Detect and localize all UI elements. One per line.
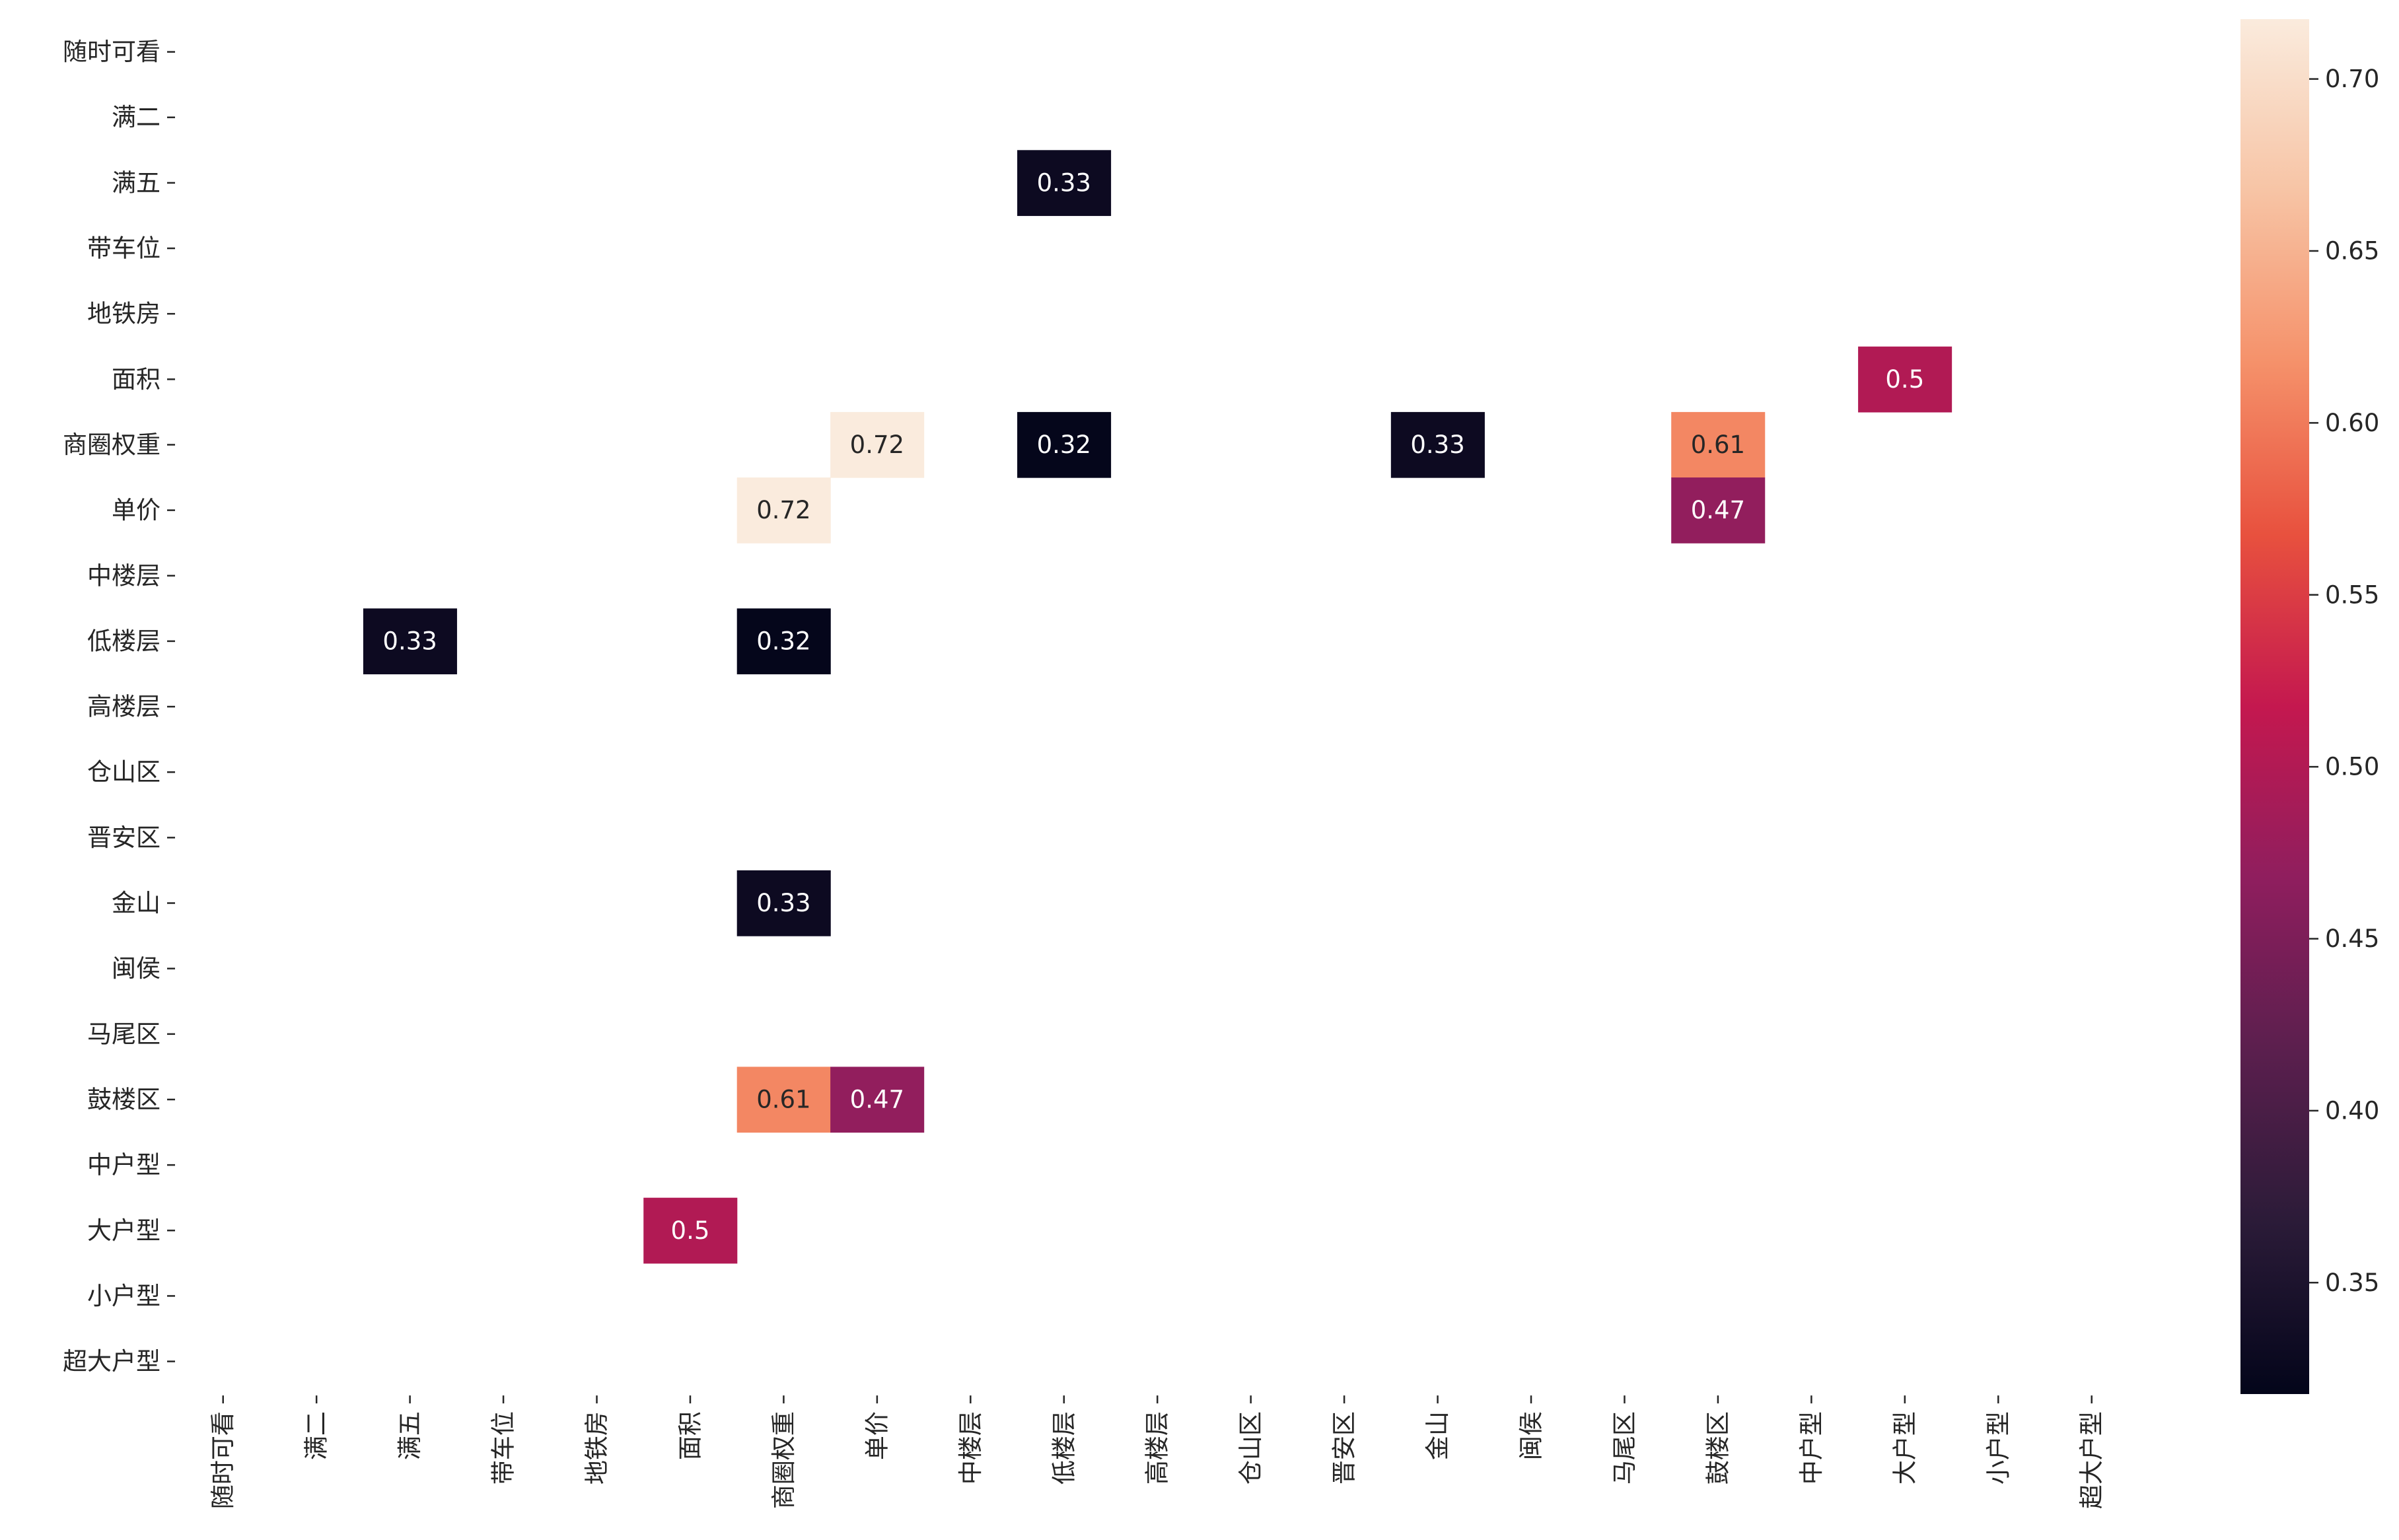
- x-tick-label: 满二: [303, 1411, 331, 1460]
- cell-value-label: 0.72: [756, 496, 810, 524]
- cell-value-label: 0.33: [756, 889, 810, 917]
- y-tick-label: 随时可看: [63, 38, 161, 66]
- heatmap-cell: [736, 870, 831, 936]
- cell-value-label: 0.32: [756, 627, 810, 655]
- y-tick-label: 超大户型: [63, 1347, 161, 1376]
- x-tick-label: 商圈权重: [770, 1411, 798, 1509]
- y-tick-label: 大户型: [87, 1216, 161, 1245]
- x-tick-label: 马尾区: [1610, 1411, 1639, 1485]
- x-tick-label: 单价: [863, 1411, 891, 1460]
- x-tick-label: 大户型: [1890, 1411, 1919, 1485]
- x-tick-label: 晋安区: [1330, 1411, 1359, 1485]
- y-tick-label: 满五: [112, 168, 161, 197]
- cell-value-label: 0.47: [850, 1085, 904, 1113]
- x-tick-label: 金山: [1423, 1411, 1452, 1460]
- colorbar-tick-label: 0.70: [2325, 65, 2379, 93]
- heatmap-cell: [736, 1067, 831, 1133]
- x-tick-label: 仓山区: [1236, 1411, 1265, 1485]
- y-tick-label: 仓山区: [87, 758, 161, 787]
- cell-value-label: 0.33: [382, 627, 437, 655]
- y-tick-label: 商圈权重: [63, 431, 161, 459]
- cell-value-label: 0.72: [850, 431, 904, 459]
- y-tick-label: 金山: [112, 889, 161, 917]
- heatmap-cell: [643, 1197, 738, 1264]
- colorbar-tick-label: 0.55: [2325, 580, 2379, 609]
- x-tick-label: 面积: [676, 1411, 704, 1460]
- x-tick-label: 随时可看: [209, 1411, 237, 1509]
- y-tick-label: 面积: [112, 365, 161, 394]
- x-tick-label: 带车位: [489, 1411, 518, 1485]
- y-tick-label: 满二: [112, 103, 161, 131]
- heatmap-cell: [1671, 411, 1766, 478]
- x-tick-label: 高楼层: [1143, 1411, 1172, 1485]
- heatmap-cell: [736, 477, 831, 543]
- heatmap-cell: [830, 411, 925, 478]
- y-tick-label: 中楼层: [87, 561, 161, 590]
- y-tick-label: 闽侯: [112, 954, 161, 983]
- x-tick-label: 超大户型: [2077, 1411, 2106, 1509]
- y-tick-label: 高楼层: [87, 693, 161, 721]
- y-tick-label: 单价: [112, 496, 161, 524]
- colorbar-tick-label: 0.60: [2325, 409, 2379, 437]
- colorbar: 0.35 0.40 0.45 0.50 0.55 0.60 0.65 0.70: [2240, 19, 2379, 1394]
- heatmap-cell: [1017, 150, 1112, 217]
- cell-value-label: 0.33: [1037, 168, 1091, 197]
- heatmap-cell: [1671, 477, 1766, 543]
- heatmap-cell: [363, 608, 457, 675]
- colorbar-tick-label: 0.35: [2325, 1269, 2379, 1297]
- colorbar-tick-label: 0.50: [2325, 753, 2379, 781]
- y-tick-label: 鼓楼区: [87, 1085, 161, 1113]
- y-tick-label: 晋安区: [87, 823, 161, 852]
- heatmap-cell: [830, 1067, 925, 1133]
- cell-value-label: 0.5: [671, 1216, 710, 1245]
- y-tick-label: 带车位: [87, 234, 161, 263]
- heatmap-cell: [1017, 411, 1112, 478]
- x-tick-label: 中户型: [1797, 1411, 1826, 1485]
- heatmap-cells: 0.33 0.5 0.72 0.32 0.33 0.61 0.72 0.47 0.33 0.32 0…: [363, 150, 1952, 1264]
- y-axis-labels: 随时可看满二满五带车位地铁房面积商圈权重单价中楼层低楼层高楼层仓山区晋安区金山闽…: [63, 38, 175, 1376]
- y-tick-label: 中户型: [87, 1151, 161, 1179]
- y-tick-label: 小户型: [87, 1282, 161, 1310]
- x-tick-label: 闽侯: [1517, 1411, 1546, 1460]
- cell-value-label: 0.47: [1691, 496, 1745, 524]
- colorbar-tick-label: 0.65: [2325, 236, 2379, 265]
- cell-value-label: 0.5: [1885, 365, 1924, 394]
- colorbar-tick-label: 0.40: [2325, 1096, 2379, 1125]
- colorbar-gradient: [2240, 19, 2309, 1394]
- heatmap-cell: [1858, 346, 1952, 413]
- y-tick-label: 低楼层: [87, 627, 161, 655]
- x-axis-labels: 随时可看 满二 满五 带车位 地铁房 面积 商圈权重 单价 中楼层 低楼层 高楼层 仓山区 晋安区 金山 闽…: [209, 1395, 2106, 1509]
- cell-value-label: 0.61: [1691, 431, 1745, 459]
- heatmap-cell: [736, 608, 831, 675]
- x-tick-label: 小户型: [1984, 1411, 2013, 1485]
- y-tick-label: 地铁房: [87, 300, 161, 328]
- colorbar-tick-label: 0.45: [2325, 925, 2379, 953]
- cell-value-label: 0.32: [1037, 431, 1091, 459]
- cell-value-label: 0.33: [1410, 431, 1464, 459]
- y-tick-label: 马尾区: [87, 1020, 161, 1048]
- heatmap-cell: [1390, 411, 1485, 478]
- cell-value-label: 0.61: [756, 1085, 810, 1113]
- x-tick-label: 低楼层: [1050, 1411, 1078, 1485]
- x-tick-label: 鼓楼区: [1703, 1411, 1732, 1485]
- x-tick-label: 满五: [396, 1411, 424, 1460]
- x-tick-label: 中楼层: [956, 1411, 985, 1485]
- x-tick-label: 地铁房: [583, 1411, 611, 1485]
